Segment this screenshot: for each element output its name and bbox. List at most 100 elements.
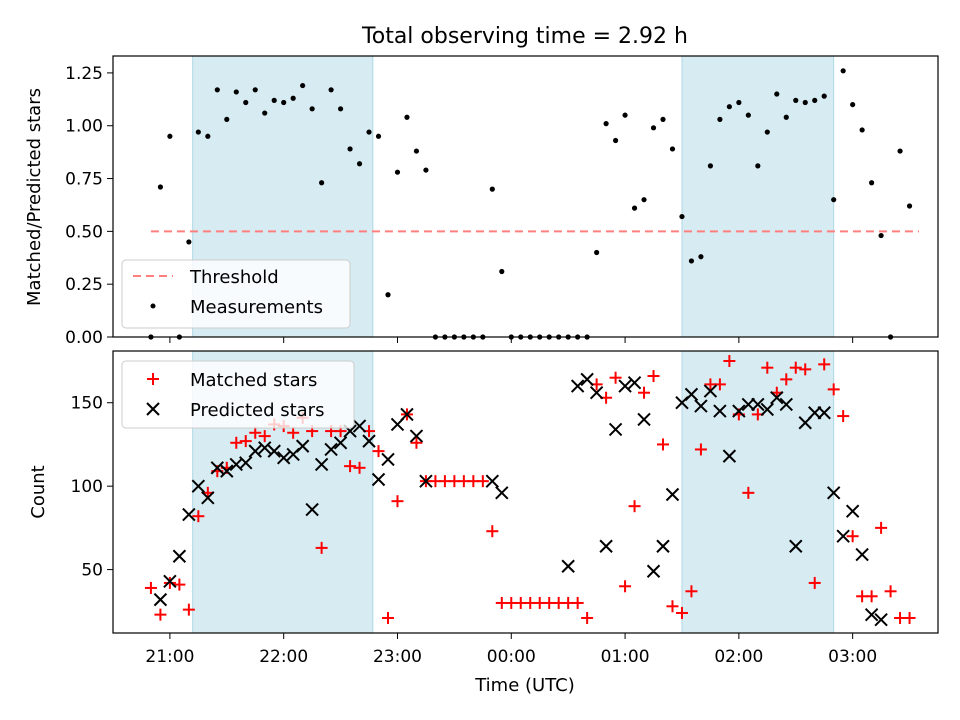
shaded-region <box>681 350 835 634</box>
marker-stroke <box>713 404 727 418</box>
marker-stroke <box>722 449 737 463</box>
marker-stroke <box>239 456 253 470</box>
predicted-star-marker <box>561 559 575 573</box>
y-tick-label: 0.75 <box>65 170 103 190</box>
x-tick-label: 23:00 <box>373 647 422 667</box>
marker-stroke <box>589 386 604 400</box>
measurement-point <box>252 87 258 93</box>
bottom-legend: Matched stars Predicted stars <box>121 360 355 429</box>
measurement-point <box>622 112 628 118</box>
predicted-star-marker <box>618 379 632 393</box>
marker-stroke <box>248 444 262 458</box>
top-x-ticks <box>169 337 854 343</box>
matched-star-marker <box>837 410 850 423</box>
measurement-point <box>319 180 325 186</box>
top-y-axis-label: Matched/Predicted stars <box>24 88 45 306</box>
measurement-point <box>404 114 410 120</box>
top-y-ticks: 0.00 0.25 0.50 0.75 1.00 1.25 <box>65 64 113 348</box>
measurement-point <box>233 89 239 95</box>
predicted-star-marker <box>741 397 756 412</box>
matched-star-marker <box>144 581 157 594</box>
measurement-point <box>262 110 268 116</box>
measurement-point <box>812 97 818 103</box>
measurement-point <box>774 91 780 97</box>
marker-stroke <box>665 487 680 502</box>
marker-stroke <box>826 486 841 500</box>
marker-stroke <box>703 384 718 398</box>
x-tick-label: 01:00 <box>601 647 650 667</box>
predicted-star-marker <box>371 472 386 487</box>
predicted-star-marker <box>362 434 376 448</box>
marker-stroke <box>874 612 888 627</box>
marker-stroke <box>760 402 775 417</box>
x-tick-label: 02:00 <box>714 647 763 667</box>
predicted-star-marker <box>580 372 594 387</box>
matched-star-marker <box>647 370 660 383</box>
predicted-star-marker <box>295 439 310 453</box>
predicted-star-marker <box>722 449 737 463</box>
measurement-point <box>679 213 685 220</box>
ratio-panel: 0.00 0.25 0.50 0.75 1.00 1.25 Matched/Predict… <box>24 55 939 348</box>
measurement-point <box>897 148 903 154</box>
predicted-star-marker <box>182 507 196 522</box>
measurement-point <box>347 146 353 152</box>
marker-stroke <box>599 539 613 553</box>
measurement-point <box>366 129 372 135</box>
matched-star-marker <box>685 585 698 598</box>
marker-stroke <box>258 441 272 455</box>
measurement-point <box>783 114 789 120</box>
predicted-star-marker <box>333 436 348 450</box>
matched-star-marker <box>875 521 888 534</box>
matched-star-marker <box>827 383 840 396</box>
measurement-point <box>850 101 856 108</box>
matched-star-marker <box>742 486 755 499</box>
marker-stroke <box>400 407 414 422</box>
matched-star-marker <box>581 611 594 624</box>
predicted-star-marker <box>267 444 281 458</box>
marker-stroke <box>864 607 879 622</box>
matched-star-marker <box>846 530 859 543</box>
x-tick-label: 22:00 <box>259 647 308 667</box>
measurement-point <box>489 186 495 192</box>
matched-star-marker <box>173 578 186 591</box>
predicted-star-marker <box>808 406 822 420</box>
predicted-star-marker <box>409 429 424 443</box>
predicted-stars-points <box>153 372 888 627</box>
measurement-point <box>375 133 382 139</box>
matched-star-marker <box>258 430 271 443</box>
marker-stroke <box>608 422 623 437</box>
measurement-point <box>290 95 296 101</box>
predicted-star-marker <box>770 391 784 405</box>
predicted-star-marker <box>352 419 367 433</box>
predicted-star-marker <box>826 486 841 500</box>
predicted-star-marker <box>874 612 888 627</box>
marker-stroke <box>305 502 319 517</box>
marker-stroke <box>580 372 594 387</box>
predicted-star-marker <box>703 384 718 398</box>
measurement-point <box>385 292 391 298</box>
top-plot-frame <box>112 55 939 338</box>
predicted-star-marker <box>570 379 585 393</box>
matched-star-marker <box>713 378 726 391</box>
matched-star-marker <box>344 460 357 473</box>
marker-stroke <box>789 539 803 553</box>
marker-stroke <box>182 507 196 522</box>
marker-stroke <box>172 549 187 563</box>
matched-star-marker <box>884 585 897 598</box>
marker-stroke <box>618 379 632 393</box>
predicted-star-marker <box>153 592 168 607</box>
matched-star-marker <box>154 608 167 621</box>
matched-star-marker <box>638 386 651 399</box>
y-tick-label: 100 <box>71 477 103 497</box>
y-tick-label: 0.50 <box>65 222 103 242</box>
matched-star-marker <box>476 475 489 488</box>
matched-star-marker <box>657 438 669 451</box>
measurement-point <box>650 125 657 131</box>
predicted-star-marker <box>314 457 329 472</box>
marker-stroke <box>751 397 765 412</box>
measurement-point <box>328 87 334 93</box>
matched-star-marker <box>780 373 793 386</box>
marker-stroke <box>324 442 338 457</box>
predicted-star-marker <box>201 491 215 505</box>
